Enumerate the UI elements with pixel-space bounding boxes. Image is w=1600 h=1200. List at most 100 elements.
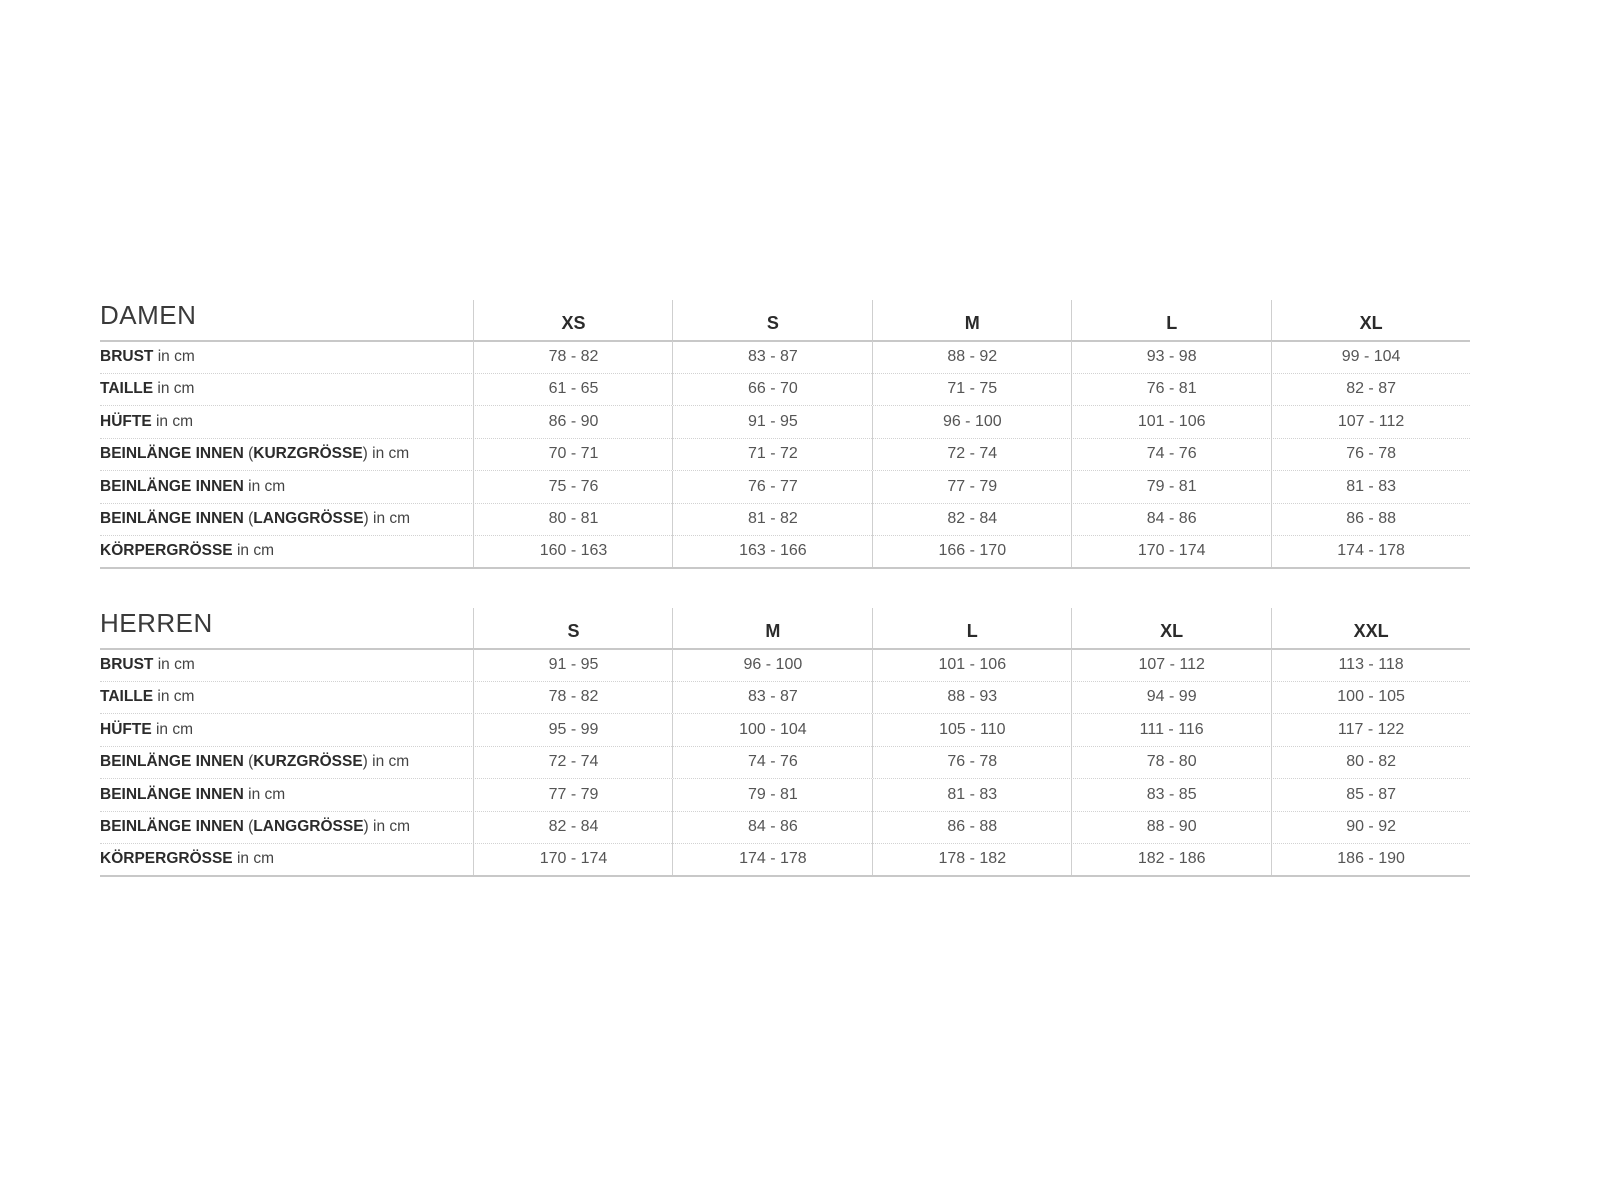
table-row: HÜFTE in cm 86 - 90 91 - 95 96 - 100 101 - 1… — [100, 405, 1470, 439]
row-label-unit: in cm — [243, 785, 286, 803]
size-value: 86 - 90 — [473, 405, 673, 438]
row-label-measure: BEINLÄNGE INNEN — [100, 510, 244, 527]
table-header-row: S M L XL XXL — [100, 608, 1470, 650]
row-label: TAILLE in cm — [100, 373, 194, 405]
size-value: 182 - 186 — [1071, 843, 1271, 876]
size-value: 78 - 82 — [473, 681, 673, 714]
size-header: S — [473, 608, 673, 648]
row-label: BEINLÄNGE INNEN (LANGGRÖSSE) in cm — [100, 503, 410, 535]
size-value: 166 - 170 — [871, 535, 1072, 568]
size-value: 88 - 92 — [871, 341, 1072, 373]
row-label: TAILLE in cm — [100, 681, 194, 713]
size-value: 174 - 178 — [1270, 535, 1471, 568]
size-value: 86 - 88 — [1270, 503, 1471, 535]
size-value: 85 - 87 — [1270, 778, 1471, 811]
size-value: 71 - 75 — [871, 373, 1072, 406]
size-value: 80 - 82 — [1270, 746, 1471, 779]
size-value: 72 - 74 — [473, 746, 673, 779]
size-value: 82 - 87 — [1270, 373, 1471, 406]
size-value: 174 - 178 — [672, 843, 872, 876]
size-value: 83 - 87 — [672, 681, 872, 714]
row-label-unit: in cm — [151, 720, 194, 738]
row-label: BEINLÄNGE INNEN in cm — [100, 471, 285, 503]
table-row: BEINLÄNGE INNEN (KURZGRÖSSE) in cm 70 - 7… — [100, 438, 1470, 472]
row-label-measure: LANGGRÖSSE — [253, 510, 364, 527]
size-header: XL — [1270, 300, 1471, 340]
row-label-measure: BEINLÄNGE INNEN — [100, 477, 244, 495]
row-label-measure: LANGGRÖSSE — [253, 818, 364, 835]
row-label-measure: KURZGRÖSSE — [253, 445, 363, 463]
row-label-unit: in cm — [232, 542, 274, 560]
size-value: 99 - 104 — [1270, 341, 1471, 373]
size-value: 77 - 79 — [473, 778, 673, 811]
size-value: 170 - 174 — [473, 843, 673, 876]
size-value: 107 - 112 — [1071, 649, 1271, 681]
size-value: 76 - 81 — [1071, 373, 1271, 406]
size-value: 96 - 100 — [871, 405, 1072, 438]
row-label: BEINLÄNGE INNEN (KURZGRÖSSE) in cm — [100, 746, 409, 778]
size-value: 74 - 76 — [1071, 438, 1271, 471]
size-value: 72 - 74 — [871, 438, 1072, 471]
table-row: BRUST in cm 91 - 95 96 - 100 101 - 106 107 -… — [100, 649, 1470, 682]
size-value: 71 - 72 — [672, 438, 872, 471]
row-label-measure: KÖRPERGRÖSSE — [100, 850, 233, 868]
row-label-measure: BEINLÄNGE INNEN — [100, 818, 244, 835]
size-value: 105 - 110 — [871, 713, 1072, 746]
size-value: 74 - 76 — [672, 746, 872, 779]
row-label-measure: TAILLE — [100, 380, 154, 398]
size-header: M — [871, 300, 1072, 340]
row-label: HÜFTE in cm — [100, 406, 193, 438]
size-value: 90 - 92 — [1270, 811, 1471, 843]
size-value: 83 - 87 — [672, 341, 872, 373]
size-value: 88 - 93 — [871, 681, 1072, 714]
row-label: BEINLÄNGE INNEN (KURZGRÖSSE) in cm — [100, 438, 409, 470]
row-label-measure: TAILLE — [100, 688, 154, 706]
size-value: 80 - 81 — [473, 503, 673, 535]
size-value: 77 - 79 — [871, 470, 1072, 503]
table-row: BRUST in cm 78 - 82 83 - 87 88 - 92 93 - 98 9… — [100, 341, 1470, 374]
row-label-unit: in cm — [153, 656, 195, 673]
size-header: M — [672, 608, 872, 648]
size-table-herren: HERREN S M L XL XXL BRUST in cm 91 - 95 96 - 100… — [100, 608, 1471, 878]
size-value: 96 - 100 — [672, 649, 872, 681]
size-value: 84 - 86 — [672, 811, 872, 843]
size-value: 79 - 81 — [672, 778, 872, 811]
size-value: 86 - 88 — [871, 811, 1072, 843]
row-label-measure: BEINLÄNGE INNEN — [100, 785, 244, 803]
row-label-measure: BRUST — [100, 348, 154, 365]
table-row: BEINLÄNGE INNEN in cm 77 - 79 79 - 81 81 - … — [100, 778, 1471, 812]
size-table-damen: DAMEN XS S M L XL BRUST in cm 78 - 82 83 - 87 88 … — [100, 300, 1471, 570]
size-value: 83 - 85 — [1071, 778, 1271, 811]
size-value: 88 - 90 — [1071, 811, 1271, 843]
table-row: BEINLÄNGE INNEN (LANGGRÖSSE) in cm 80 - 8… — [100, 503, 1470, 536]
row-label: BEINLÄNGE INNEN in cm — [100, 779, 285, 811]
row-label-measure: BRUST — [100, 656, 154, 673]
row-label-unit: in cm — [153, 688, 195, 706]
row-label: HÜFTE in cm — [100, 714, 193, 746]
row-label: KÖRPERGRÖSSE in cm — [100, 843, 274, 875]
row-label-measure: KURZGRÖSSE — [253, 753, 363, 771]
row-label-unit: ) in cm — [362, 753, 410, 771]
row-label-unit: ) in cm — [363, 818, 411, 835]
row-label-unit: in cm — [151, 412, 194, 430]
size-value: 101 - 106 — [1071, 405, 1271, 438]
size-header: L — [1071, 300, 1271, 340]
table-row: TAILLE in cm 78 - 82 83 - 87 88 - 93 94 - 99… — [100, 681, 1470, 715]
row-label-unit: ( — [243, 753, 254, 771]
row-label-measure: BEINLÄNGE INNEN — [100, 753, 244, 771]
row-label-unit: ( — [243, 510, 254, 527]
size-value: 160 - 163 — [473, 535, 673, 568]
table-row: HÜFTE in cm 95 - 99 100 - 104 105 - 110 111 … — [100, 713, 1470, 747]
row-label-measure: HÜFTE — [100, 720, 152, 738]
row-label-measure: KÖRPERGRÖSSE — [100, 542, 233, 560]
size-value: 91 - 95 — [473, 649, 673, 681]
size-value: 113 - 118 — [1270, 649, 1471, 681]
table-row: KÖRPERGRÖSSE in cm 170 - 174 174 - 178 178 … — [100, 843, 1470, 878]
row-label-unit: in cm — [153, 380, 195, 398]
size-value: 82 - 84 — [473, 811, 673, 843]
row-label-measure: BEINLÄNGE INNEN — [100, 445, 244, 463]
size-value: 111 - 116 — [1071, 713, 1271, 746]
size-value: 84 - 86 — [1071, 503, 1271, 535]
size-value: 163 - 166 — [672, 535, 872, 568]
size-value: 76 - 77 — [672, 470, 872, 503]
